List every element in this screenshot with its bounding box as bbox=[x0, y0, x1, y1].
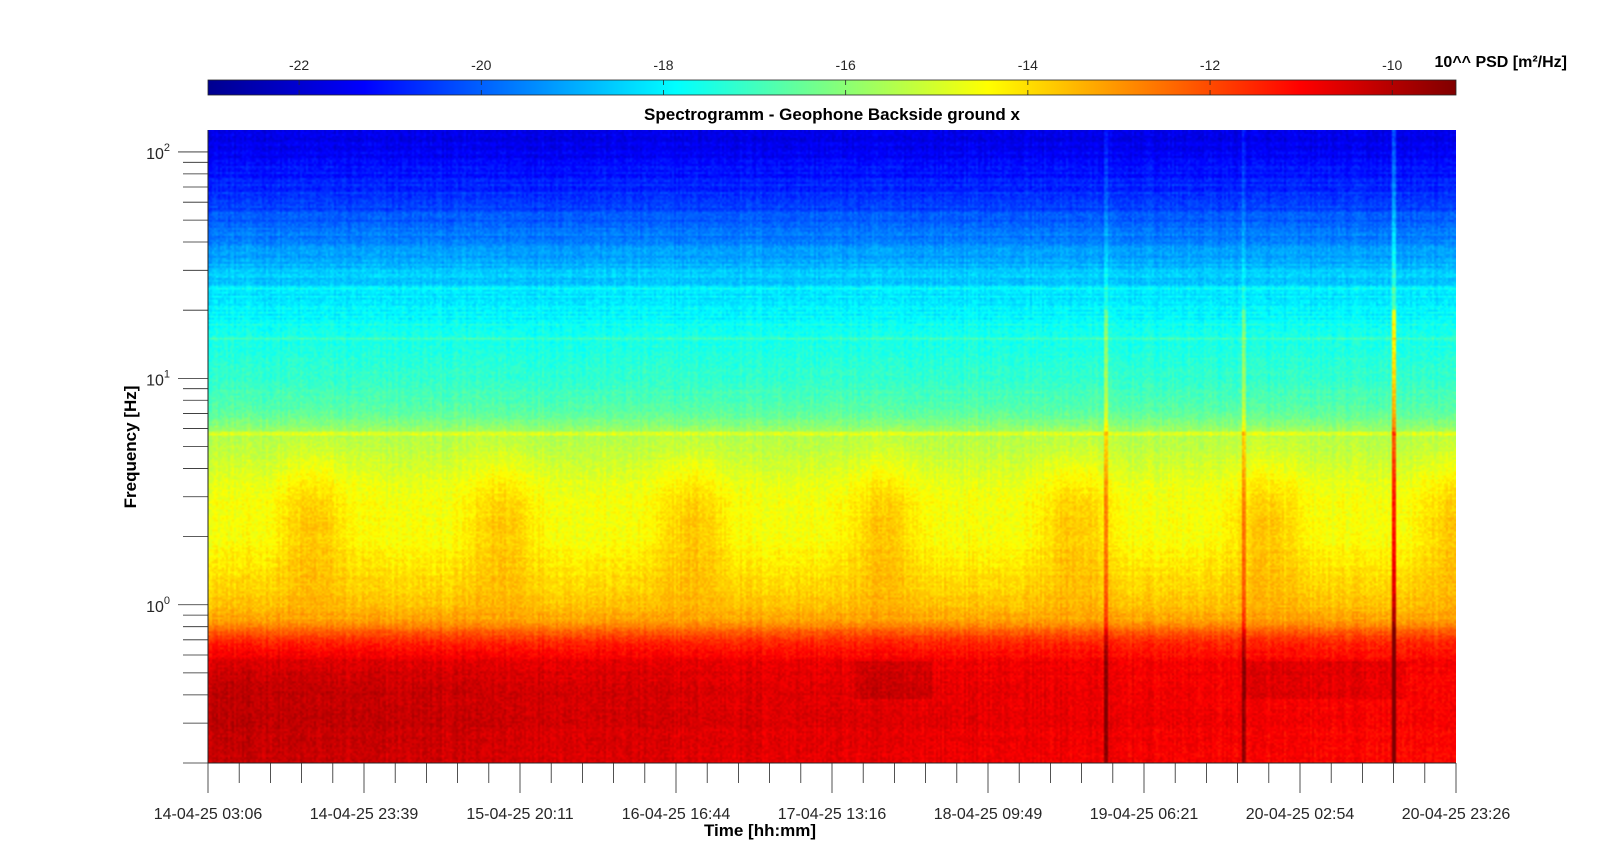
y-tick-label: 102 bbox=[146, 142, 170, 163]
x-tick-label: 14-04-25 23:39 bbox=[310, 806, 419, 823]
colorbar-tick-label: -10 bbox=[1382, 57, 1402, 73]
x-tick-label: 17-04-25 13:16 bbox=[778, 806, 887, 823]
colorbar-tick-label: -16 bbox=[836, 57, 856, 73]
x-tick-label: 14-04-25 03:06 bbox=[154, 806, 263, 823]
x-tick-label: 18-04-25 09:49 bbox=[934, 806, 1043, 823]
colorbar-tick-label: -14 bbox=[1018, 57, 1038, 73]
colorbar-tick-label: -12 bbox=[1200, 57, 1220, 73]
x-tick-label: 20-04-25 02:54 bbox=[1246, 806, 1355, 823]
colorbar-tick-label: -22 bbox=[289, 57, 309, 73]
y-tick-label: 100 bbox=[146, 595, 170, 616]
spectrogram-heatmap bbox=[208, 130, 1456, 763]
y-axis: 100 101 102 bbox=[146, 130, 209, 764]
x-axis: 14-04-25 03:06 14-04-25 23:39 15-04-25 20:… bbox=[154, 762, 1511, 823]
colorbar-label: 10^^ PSD [m²/Hz] bbox=[1435, 54, 1567, 71]
x-tick-label: 19-04-25 06:21 bbox=[1090, 806, 1199, 823]
x-tick-label: 15-04-25 20:11 bbox=[466, 806, 573, 823]
y-tick-label: 101 bbox=[146, 368, 170, 389]
chart-title: Spectrogramm - Geophone Backside ground … bbox=[644, 105, 1021, 124]
colorbar-tick-label: -20 bbox=[471, 57, 491, 73]
colorbar-tick-label: -18 bbox=[653, 57, 673, 73]
x-tick-label: 16-04-25 16:44 bbox=[622, 806, 731, 823]
y-axis-label: Frequency [Hz] bbox=[121, 386, 140, 509]
colorbar-ticks: -22 -20 -18 -16 -14 -12 -10 bbox=[289, 57, 1403, 95]
x-tick-label: 20-04-25 23:26 bbox=[1402, 806, 1511, 823]
x-axis-label: Time [hh:mm] bbox=[704, 821, 816, 840]
colorbar bbox=[207, 79, 1457, 96]
